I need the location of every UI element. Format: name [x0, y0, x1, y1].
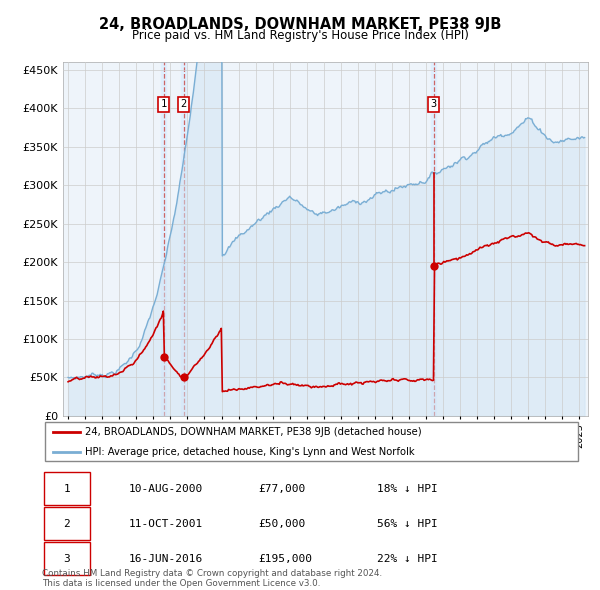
Bar — [181, 62, 186, 416]
Text: Contains HM Land Registry data © Crown copyright and database right 2024.
This d: Contains HM Land Registry data © Crown c… — [42, 569, 382, 588]
Text: £77,000: £77,000 — [258, 484, 305, 494]
Text: £195,000: £195,000 — [258, 553, 312, 563]
Bar — [431, 62, 436, 416]
Text: 2: 2 — [181, 99, 187, 109]
Text: 1: 1 — [64, 484, 70, 494]
Text: 3: 3 — [64, 553, 70, 563]
Text: 10-AUG-2000: 10-AUG-2000 — [128, 484, 203, 494]
Text: 11-OCT-2001: 11-OCT-2001 — [128, 519, 203, 529]
Text: 24, BROADLANDS, DOWNHAM MARKET, PE38 9JB: 24, BROADLANDS, DOWNHAM MARKET, PE38 9JB — [99, 17, 501, 31]
Text: 3: 3 — [431, 99, 437, 109]
Text: 18% ↓ HPI: 18% ↓ HPI — [377, 484, 437, 494]
FancyBboxPatch shape — [44, 473, 89, 505]
Text: Price paid vs. HM Land Registry's House Price Index (HPI): Price paid vs. HM Land Registry's House … — [131, 30, 469, 42]
Text: 24, BROADLANDS, DOWNHAM MARKET, PE38 9JB (detached house): 24, BROADLANDS, DOWNHAM MARKET, PE38 9JB… — [85, 427, 422, 437]
Text: HPI: Average price, detached house, King's Lynn and West Norfolk: HPI: Average price, detached house, King… — [85, 447, 415, 457]
Text: 1: 1 — [161, 99, 167, 109]
Text: 2: 2 — [64, 519, 70, 529]
Text: 16-JUN-2016: 16-JUN-2016 — [128, 553, 203, 563]
Text: 22% ↓ HPI: 22% ↓ HPI — [377, 553, 437, 563]
FancyBboxPatch shape — [44, 507, 89, 540]
FancyBboxPatch shape — [45, 422, 578, 461]
Text: 56% ↓ HPI: 56% ↓ HPI — [377, 519, 437, 529]
Text: £50,000: £50,000 — [258, 519, 305, 529]
Bar — [161, 62, 166, 416]
FancyBboxPatch shape — [44, 542, 89, 575]
